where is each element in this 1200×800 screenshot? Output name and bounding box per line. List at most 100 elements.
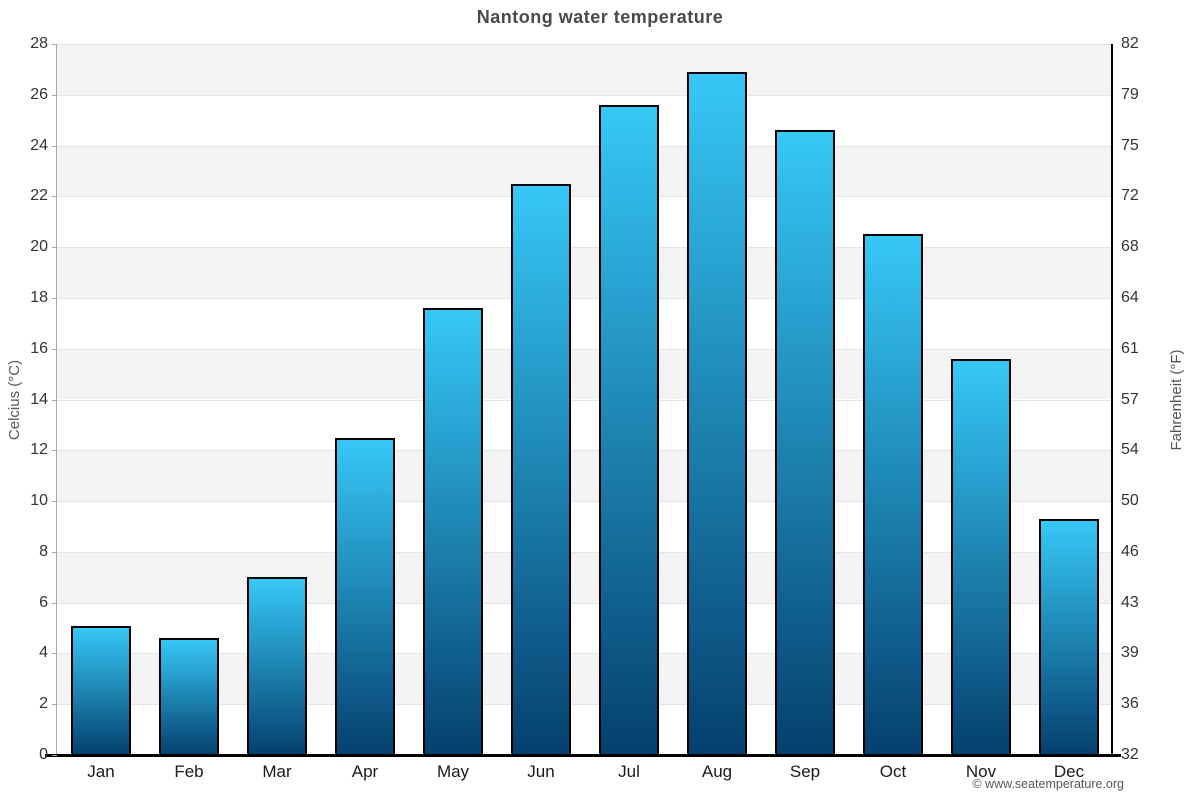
bar-feb	[159, 638, 219, 755]
ytick-mark	[52, 501, 57, 503]
ytick-celsius-26: 26	[30, 85, 48, 103]
ytick-mark	[52, 704, 57, 706]
xtick-month-jan: Jan	[87, 762, 115, 781]
gridline	[57, 551, 1113, 553]
ytick-celsius-20: 20	[30, 238, 48, 256]
background-band	[57, 348, 1113, 400]
xtick-month-feb: Feb	[174, 762, 204, 781]
background-band	[57, 551, 1113, 603]
ytick-fahrenheit-64: 64	[1121, 288, 1139, 306]
background-band	[57, 297, 1113, 349]
background-band	[57, 247, 1113, 298]
background-band	[57, 602, 1113, 654]
ytick-celsius-6: 6	[39, 593, 48, 611]
ytick-celsius-28: 28	[30, 35, 48, 52]
ytick-fahrenheit-50: 50	[1121, 492, 1139, 510]
xtick-month-sep: Sep	[789, 762, 821, 781]
ytick-fahrenheit-75: 75	[1121, 136, 1139, 154]
background-band	[57, 399, 1113, 451]
gridline	[57, 145, 1113, 147]
ytick-fahrenheit-54: 54	[1121, 441, 1139, 459]
ytick-fahrenheit-43: 43	[1121, 593, 1139, 611]
bar-apr	[335, 437, 395, 755]
background-band	[57, 501, 1113, 552]
xtick-month-dec: Dec	[1053, 762, 1085, 781]
ytick-fahrenheit-39: 39	[1121, 644, 1139, 662]
ytick-fahrenheit-79: 79	[1121, 85, 1139, 103]
ytick-mark	[52, 653, 57, 655]
chart-title: Nantong water temperature	[476, 7, 724, 27]
bar-oct	[863, 234, 923, 755]
background-band	[57, 653, 1113, 705]
ytick-mark	[52, 247, 57, 249]
gridline	[57, 44, 1113, 45]
ytick-celsius-14: 14	[30, 390, 48, 408]
xtick-month-may: May	[436, 762, 470, 781]
bar-nov	[951, 358, 1011, 755]
gridline	[57, 501, 1113, 503]
ytick-mark	[52, 450, 57, 452]
ytick-celsius-0: 0	[39, 746, 48, 763]
copyright-credit: © www.seatemperature.org	[972, 777, 1124, 791]
gridline	[57, 297, 1113, 299]
ytick-fahrenheit-32: 32	[1121, 746, 1139, 763]
gridline	[57, 247, 1113, 249]
ytick-mark	[52, 44, 57, 45]
gridline	[57, 704, 1113, 706]
gridline	[57, 399, 1113, 401]
ytick-fahrenheit-61: 61	[1121, 339, 1139, 357]
plot-area	[57, 44, 1113, 755]
ytick-celsius-8: 8	[39, 542, 48, 560]
gridline	[57, 196, 1113, 198]
bar-sep	[775, 130, 835, 755]
ytick-mark	[52, 348, 57, 350]
bar-jul	[599, 104, 659, 755]
ytick-celsius-16: 16	[30, 339, 48, 357]
ytick-celsius-4: 4	[39, 644, 48, 662]
ytick-fahrenheit-82: 82	[1121, 35, 1139, 52]
bar-jan	[71, 625, 131, 755]
y-axis-line-fahrenheit	[1111, 44, 1113, 755]
background-band	[57, 196, 1113, 248]
gridline	[57, 653, 1113, 655]
xtick-month-nov: Nov	[965, 762, 997, 781]
bar-jun	[511, 183, 571, 755]
ytick-fahrenheit-46: 46	[1121, 542, 1139, 560]
gridline	[57, 348, 1113, 350]
gridline	[57, 450, 1113, 452]
ytick-mark	[52, 551, 57, 553]
ytick-mark	[52, 94, 57, 96]
ytick-celsius-12: 12	[30, 441, 48, 459]
x-axis-line	[45, 754, 1121, 757]
ytick-mark	[52, 755, 57, 756]
background-band	[57, 145, 1113, 197]
gridline	[57, 602, 1113, 604]
ytick-mark	[52, 602, 57, 604]
ytick-celsius-22: 22	[30, 187, 48, 205]
xtick-month-oct: Oct	[879, 762, 907, 781]
bar-aug	[687, 71, 747, 755]
ytick-fahrenheit-72: 72	[1121, 187, 1139, 205]
xtick-month-aug: Aug	[701, 762, 733, 781]
ytick-celsius-2: 2	[39, 695, 48, 713]
xtick-month-jul: Jul	[618, 762, 640, 781]
background-band	[57, 704, 1113, 755]
xtick-month-mar: Mar	[262, 762, 292, 781]
ytick-celsius-18: 18	[30, 288, 48, 306]
ytick-fahrenheit-36: 36	[1121, 695, 1139, 713]
background-band	[57, 94, 1113, 146]
bar-may	[423, 308, 483, 755]
bar-mar	[247, 577, 307, 755]
ytick-celsius-24: 24	[30, 136, 48, 154]
y-axis-title-fahrenheit: Fahrenheit (°F)	[1168, 349, 1185, 451]
bar-dec	[1039, 518, 1099, 755]
ytick-mark	[52, 297, 57, 299]
gridline	[57, 94, 1113, 96]
xtick-month-jun: Jun	[527, 762, 555, 781]
ytick-mark	[52, 196, 57, 198]
ytick-celsius-10: 10	[30, 492, 48, 510]
xtick-month-apr: Apr	[351, 762, 379, 781]
ytick-fahrenheit-57: 57	[1121, 390, 1139, 408]
background-band	[57, 450, 1113, 502]
ytick-mark	[52, 145, 57, 147]
